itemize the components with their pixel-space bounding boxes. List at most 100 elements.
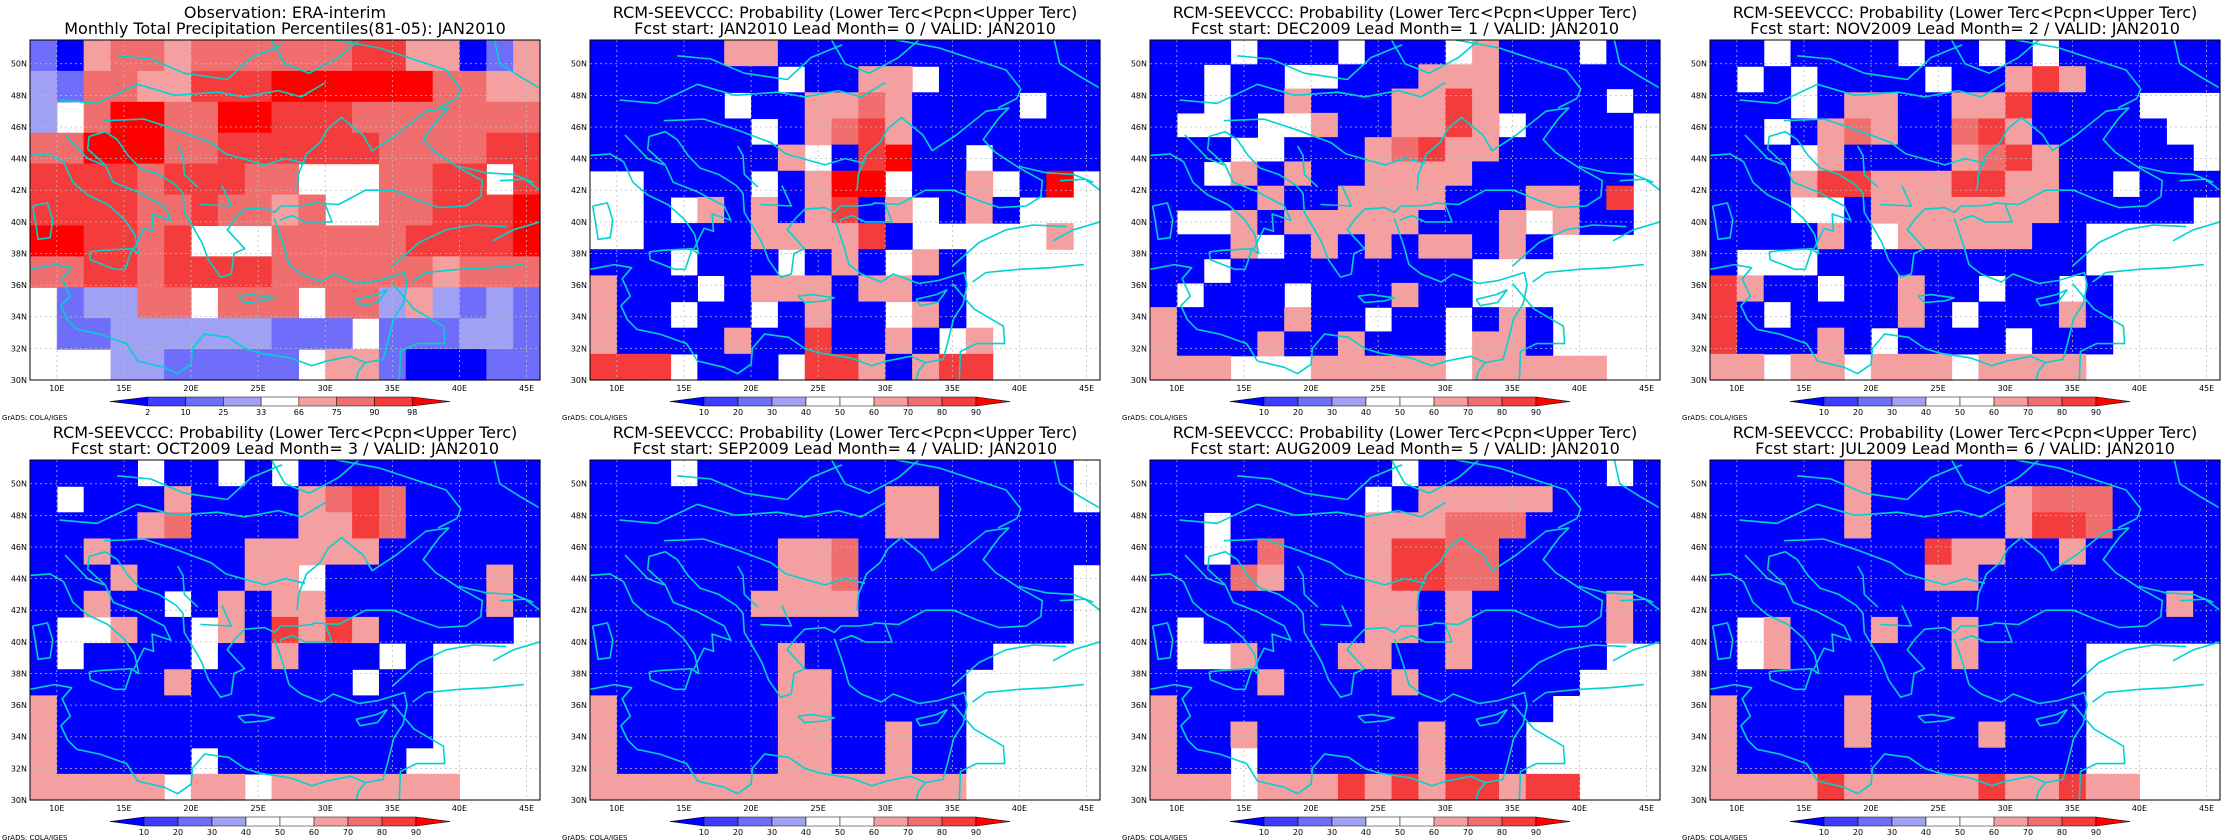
grid-cell xyxy=(1203,616,1232,644)
grid-cell xyxy=(1073,40,1101,67)
grid-cell xyxy=(325,349,353,381)
grid-cell xyxy=(2085,460,2114,487)
grid-cell xyxy=(1763,92,1792,120)
grid-cell xyxy=(137,564,165,592)
grid-cell xyxy=(938,275,967,303)
lat-tick-label: 50N xyxy=(1691,60,1707,69)
grid-cell xyxy=(938,564,967,592)
grid-cell xyxy=(831,353,860,381)
colorbar-label: 30 xyxy=(1887,408,1897,417)
grid-cell xyxy=(590,721,618,749)
lat-tick-label: 48N xyxy=(1131,511,1147,520)
colorbar-label: 40 xyxy=(241,828,251,837)
colorbar-swatch xyxy=(1297,396,1333,407)
colorbar: 10 20 30 40 50 60 70 80 90 xyxy=(1229,396,1571,417)
grid-cell xyxy=(751,773,779,801)
grid-cell xyxy=(1606,210,1634,235)
grid-cell xyxy=(965,92,994,120)
grid-cell xyxy=(616,275,645,303)
grid-cell xyxy=(2193,590,2221,618)
grid-cell xyxy=(1844,512,1872,540)
grid-cell xyxy=(30,695,58,723)
grid-cell xyxy=(378,287,407,319)
grid-cell xyxy=(858,275,886,303)
grid-cell xyxy=(1817,301,1845,329)
grid-cell xyxy=(1311,355,1339,381)
grid-cell xyxy=(724,460,752,487)
probability-cells xyxy=(30,40,541,381)
grid-cell xyxy=(1311,137,1339,163)
grid-cell xyxy=(1391,64,1420,90)
colorbar-label: 50 xyxy=(1395,828,1405,837)
grid-cell xyxy=(1284,460,1312,487)
grid-cell xyxy=(2032,512,2060,540)
grid-cell xyxy=(912,695,940,723)
colorbar-label: 50 xyxy=(835,828,845,837)
grid-cell xyxy=(1337,773,1366,801)
grid-cell xyxy=(486,70,514,103)
lon-tick-label: 15E xyxy=(676,804,691,813)
grid-cell xyxy=(1150,486,1178,513)
grid-cell xyxy=(164,460,192,487)
grid-cell xyxy=(724,564,752,592)
grid-cell xyxy=(1176,307,1205,333)
colorbar-swatch xyxy=(1501,396,1537,407)
lon-tick-label: 45E xyxy=(1079,804,1094,813)
grid-cell xyxy=(2112,773,2141,801)
grid-cell xyxy=(1257,282,1285,308)
map-panel: RCM-SEEVCCC: Probability (Lower Terc<Pcp… xyxy=(2,423,541,840)
grid-cell xyxy=(1472,590,1500,618)
grid-cell xyxy=(1284,669,1312,696)
grid-cell xyxy=(777,538,806,566)
lon-tick-label: 40E xyxy=(1572,384,1587,393)
grid-cell xyxy=(1924,564,1953,592)
grid-cell xyxy=(486,564,514,592)
grid-cell xyxy=(1176,512,1205,540)
lat-tick-label: 32N xyxy=(571,344,587,353)
grid-cell xyxy=(486,287,514,319)
grid-cell xyxy=(244,460,273,487)
grid-cell xyxy=(513,590,541,618)
grid-cell xyxy=(1203,773,1232,801)
grid-cell xyxy=(1710,223,1738,250)
grid-cell xyxy=(56,194,85,227)
lat-tick-label: 36N xyxy=(1691,701,1707,710)
grid-cell xyxy=(1710,118,1738,146)
colorbar-swatch xyxy=(1433,816,1469,827)
colorbar-label: 50 xyxy=(1955,408,1965,417)
grid-cell xyxy=(1391,282,1420,308)
lat-tick-label: 40N xyxy=(1131,218,1147,227)
grid-cell xyxy=(885,196,913,224)
grid-cell xyxy=(2166,196,2194,224)
grid-cell xyxy=(137,70,165,103)
grid-cell xyxy=(1951,512,1980,540)
grid-cell xyxy=(164,349,192,381)
colorbar-label: 90 xyxy=(1531,828,1541,837)
lat-tick-label: 36N xyxy=(11,701,27,710)
grid-cell xyxy=(352,590,380,618)
lat-tick-label: 42N xyxy=(1131,186,1147,195)
grid-cell xyxy=(1445,112,1473,138)
lon-tick-label: 40E xyxy=(1012,384,1027,393)
grid-cell xyxy=(1897,721,1926,749)
grid-cell xyxy=(1525,564,1554,592)
grid-cell xyxy=(1817,747,1845,775)
colorbar-swatch xyxy=(941,396,977,407)
grid-cell xyxy=(110,287,138,319)
grid-cell xyxy=(1871,643,1899,670)
colorbar-swatch xyxy=(873,816,909,827)
grid-cell xyxy=(1844,40,1872,67)
grid-cell xyxy=(1871,486,1899,513)
grid-cell xyxy=(1418,234,1446,260)
grid-cell xyxy=(724,695,752,723)
grid-cell xyxy=(885,564,913,592)
grid-cell xyxy=(1257,258,1285,284)
probability-cells xyxy=(1710,40,2221,381)
grid-cell xyxy=(56,256,85,288)
grid-cell xyxy=(831,170,860,198)
grid-cell xyxy=(1257,538,1285,566)
grid-cell xyxy=(1257,695,1285,723)
grid-cell xyxy=(1311,512,1339,540)
grid-cell xyxy=(2032,196,2060,224)
grid-cell xyxy=(831,538,860,566)
